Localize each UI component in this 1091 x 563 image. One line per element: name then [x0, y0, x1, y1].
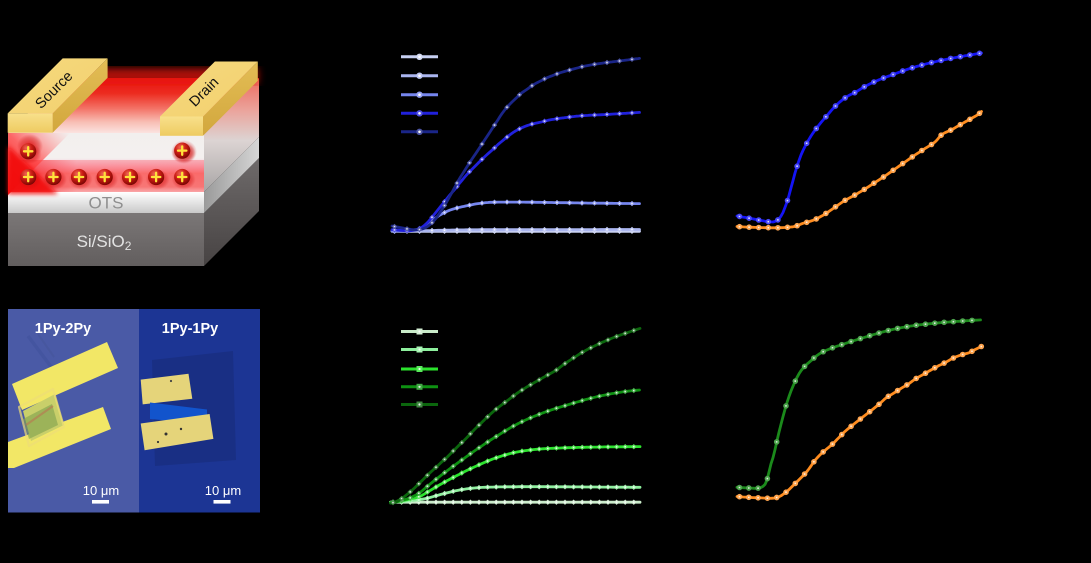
svg-text:1Py-1Py: 1Py-1Py: [162, 321, 218, 337]
svg-text:1Py-2Py: 1Py-2Py: [35, 321, 91, 337]
svg-text:10 μm: 10 μm: [205, 483, 241, 498]
svg-text:Si/SiO2: Si/SiO2: [77, 232, 132, 253]
svg-text:10 μm: 10 μm: [83, 483, 119, 498]
svg-text:OTS: OTS: [89, 194, 124, 213]
